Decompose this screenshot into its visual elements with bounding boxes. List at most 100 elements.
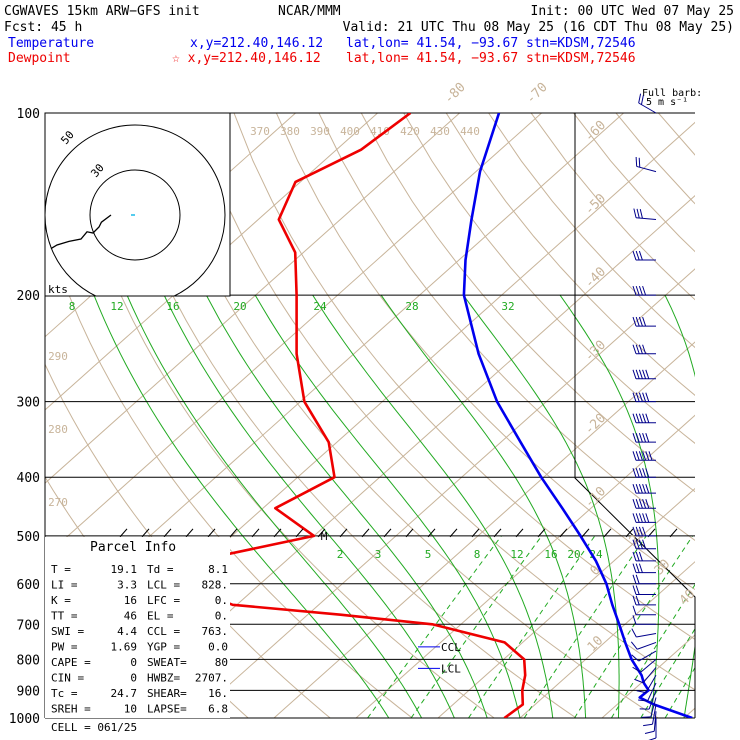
moist-adiabat-label: 16 bbox=[166, 300, 179, 313]
wind-barb-flag bbox=[632, 468, 637, 478]
parcel-row-value: 10 bbox=[124, 703, 137, 716]
wind-barb bbox=[642, 667, 657, 684]
wind-barb-flag bbox=[645, 468, 650, 478]
theta-label: 280 bbox=[48, 423, 68, 436]
dewpoint-profile bbox=[177, 113, 527, 718]
isotherm-label: -40 bbox=[582, 264, 609, 291]
dry-adiabat-line bbox=[106, 113, 577, 718]
dewpoint-label: Dewpoint bbox=[8, 51, 71, 66]
wind-barb-flag bbox=[642, 413, 647, 423]
hatch-mark bbox=[317, 528, 326, 538]
wind-barb-flag bbox=[635, 574, 640, 584]
isotherm-line bbox=[683, 707, 695, 718]
dry-adiabat-line bbox=[488, 113, 695, 349]
theta-label: 390 bbox=[310, 125, 330, 138]
hatch-mark bbox=[405, 528, 414, 538]
wind-barb-flag bbox=[642, 484, 647, 494]
wind-barb-flag bbox=[635, 344, 640, 354]
wind-barb-flag bbox=[638, 484, 643, 494]
dewpoint-latlon: lat,lon= 41.54, −93.67 bbox=[346, 51, 518, 66]
parcel-row-value: 0 bbox=[130, 656, 137, 669]
hatch-mark bbox=[207, 528, 216, 538]
wind-barb-flag bbox=[632, 605, 637, 615]
wind-barb-flag bbox=[638, 563, 643, 573]
parcel-row-label: LCL = bbox=[147, 579, 180, 592]
wind-barb-flag bbox=[632, 595, 637, 605]
wind-barb bbox=[636, 217, 657, 221]
wind-barb-flag bbox=[644, 730, 655, 734]
wind-barb-flag bbox=[632, 413, 637, 423]
mixing-ratio-label: 3 bbox=[375, 548, 382, 561]
mixing-ratio-line bbox=[523, 535, 647, 718]
isotherm-line bbox=[355, 414, 695, 718]
isotherm-line bbox=[519, 561, 695, 718]
theta-label: 290 bbox=[48, 350, 68, 363]
wind-barb-flag bbox=[635, 156, 638, 167]
hatch-mark bbox=[669, 528, 678, 538]
parcel-row-label: SWI = bbox=[51, 625, 84, 638]
moist-adiabat-line bbox=[717, 295, 740, 718]
pressure-tick-label: 700 bbox=[17, 618, 40, 633]
barb-legend-title: Full barb: bbox=[642, 88, 702, 99]
moist-adiabat-label: 32 bbox=[501, 300, 514, 313]
hatch-mark bbox=[251, 528, 260, 538]
wind-barb-flag bbox=[635, 513, 640, 523]
pressure-tick-label: 900 bbox=[17, 684, 40, 699]
wind-barb-flag bbox=[642, 369, 647, 379]
wind-barb-flag bbox=[635, 413, 640, 423]
wind-barb-flag bbox=[642, 344, 647, 354]
isotherm-line bbox=[45, 113, 460, 484]
mixing-ratio-label: 8 bbox=[474, 548, 481, 561]
wind-barb-flag bbox=[631, 654, 640, 662]
isotherm-line bbox=[191, 268, 695, 718]
wind-barb-flag bbox=[638, 369, 643, 379]
wind-barb bbox=[647, 682, 657, 702]
mixing-ratio-label: 20 bbox=[567, 548, 580, 561]
mixing-ratio-label: 2 bbox=[337, 548, 344, 561]
parcel-row-label: SWEAT= bbox=[147, 656, 187, 669]
hatch-mark bbox=[339, 528, 348, 538]
temperature-latlon: lat,lon= 41.54, −93.67 bbox=[346, 36, 518, 51]
dewpoint-station: stn=KDSM,72546 bbox=[526, 51, 636, 66]
theta-label: 420 bbox=[400, 125, 420, 138]
parcel-row-value: 6.8 bbox=[208, 703, 228, 716]
wind-barb-flag bbox=[632, 316, 637, 327]
wind-barb-flag bbox=[638, 93, 642, 104]
theta-label: 410 bbox=[370, 125, 390, 138]
pressure-tick-label: 1000 bbox=[9, 712, 40, 727]
wind-barb bbox=[636, 165, 657, 173]
wind-barb bbox=[636, 633, 657, 638]
isotherm-label: -30 bbox=[582, 338, 609, 365]
parcel-row-value: 0. bbox=[215, 594, 228, 607]
hatch-mark bbox=[581, 528, 590, 538]
parcel-row-label: LI = bbox=[51, 579, 78, 592]
pressure-tick-label: 400 bbox=[17, 471, 40, 486]
wind-barb bbox=[652, 704, 657, 725]
wind-barb-flag bbox=[635, 451, 640, 461]
parcel-row-label: CIN = bbox=[51, 672, 84, 685]
wind-barb-flag bbox=[638, 551, 643, 562]
parcel-cell-line: CELL = 061/25 bbox=[51, 721, 137, 734]
wind-barb-flag bbox=[638, 433, 643, 443]
theta-label: 270 bbox=[48, 496, 68, 509]
hodograph-ring bbox=[89, 169, 181, 261]
wind-barb-flag bbox=[631, 628, 637, 638]
wind-barb-flag bbox=[635, 468, 640, 478]
parcel-row-label: YGP = bbox=[147, 641, 180, 654]
parcel-row-value: 0 bbox=[130, 672, 137, 685]
parcel-row-label: K = bbox=[51, 594, 71, 607]
parcel-row-value: 80 bbox=[215, 656, 228, 669]
hatch-mark bbox=[119, 528, 128, 538]
wind-barb bbox=[653, 711, 657, 732]
temperature-station: stn=KDSM,72546 bbox=[526, 36, 636, 51]
mixing-ratio-line bbox=[468, 535, 596, 718]
wind-barb-flag bbox=[635, 585, 640, 595]
moist-adiabat-label: 20 bbox=[233, 300, 246, 313]
wind-barb-flag bbox=[642, 451, 647, 461]
wind-barb-flag bbox=[638, 539, 643, 549]
hodograph-trace bbox=[50, 214, 112, 250]
wind-barb-flag bbox=[633, 208, 637, 218]
parcel-info-bg bbox=[45, 537, 230, 718]
parcel-row-value: 4.4 bbox=[117, 625, 137, 638]
wind-barb-flag bbox=[632, 551, 637, 562]
